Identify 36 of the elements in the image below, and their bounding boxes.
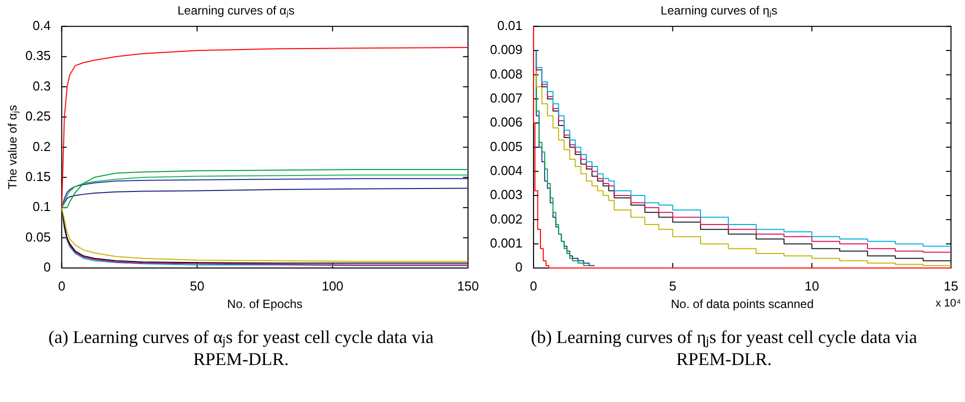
chart-title: Learning curves of αⱼs (178, 4, 294, 18)
x-tick-label: 10 (804, 278, 820, 294)
x-tick-label: 100 (322, 278, 344, 294)
text: (a) Learning curves of αⱼs for yeast cell cycle data via RPEM-DLR. (47, 326, 435, 370)
y-tick-label: 0.05 (25, 229, 51, 244)
y-tick-label: 0.006 (490, 114, 523, 130)
y-tick-label: 0.003 (490, 187, 523, 202)
y-tick-label: 0.35 (25, 48, 51, 64)
x-axis-title: No. of data points scanned (670, 297, 814, 312)
y-axis-title: The value of αⱼs (6, 105, 20, 190)
y-tick-label: 0.25 (25, 108, 51, 124)
y-tick-label: 0.007 (490, 90, 523, 106)
y-tick-label: 0.4 (32, 18, 51, 33)
y-tick-label: 0.009 (490, 42, 523, 58)
y-tick-label: 0 (515, 260, 523, 275)
y-tick-label: 0.2 (32, 138, 51, 154)
y-tick-label: 0.1 (32, 199, 51, 214)
y-tick-label: 0.15 (25, 168, 51, 184)
x-tick-label: 15 (944, 278, 958, 294)
y-tick-label: 0.01 (497, 18, 523, 33)
x-tick-label: 0 (58, 278, 66, 294)
chart-title: Learning curves of ηⱼs (660, 4, 778, 18)
x-tick-label: 150 (457, 278, 479, 294)
x-axis-title: No. of Epochs (227, 297, 303, 312)
x-tick-label: 5 (669, 278, 676, 294)
y-tick-label: 0.3 (32, 78, 51, 94)
y-tick-label: 0.005 (490, 138, 523, 154)
y-tick-label: 0.001 (490, 235, 523, 250)
y-tick-label: 0.008 (490, 66, 523, 82)
text: x 10⁴ (935, 298, 962, 310)
x-tick-label: 50 (190, 278, 204, 294)
text: (b) Learning curves of ηⱼs for yeast cell cycle data via RPEM-DLR. (530, 326, 918, 370)
y-tick-label: 0.004 (490, 162, 523, 178)
y-tick-label: 0.002 (490, 211, 523, 226)
x-tick-label: 0 (530, 278, 538, 294)
y-tick-label: 0 (43, 260, 51, 275)
